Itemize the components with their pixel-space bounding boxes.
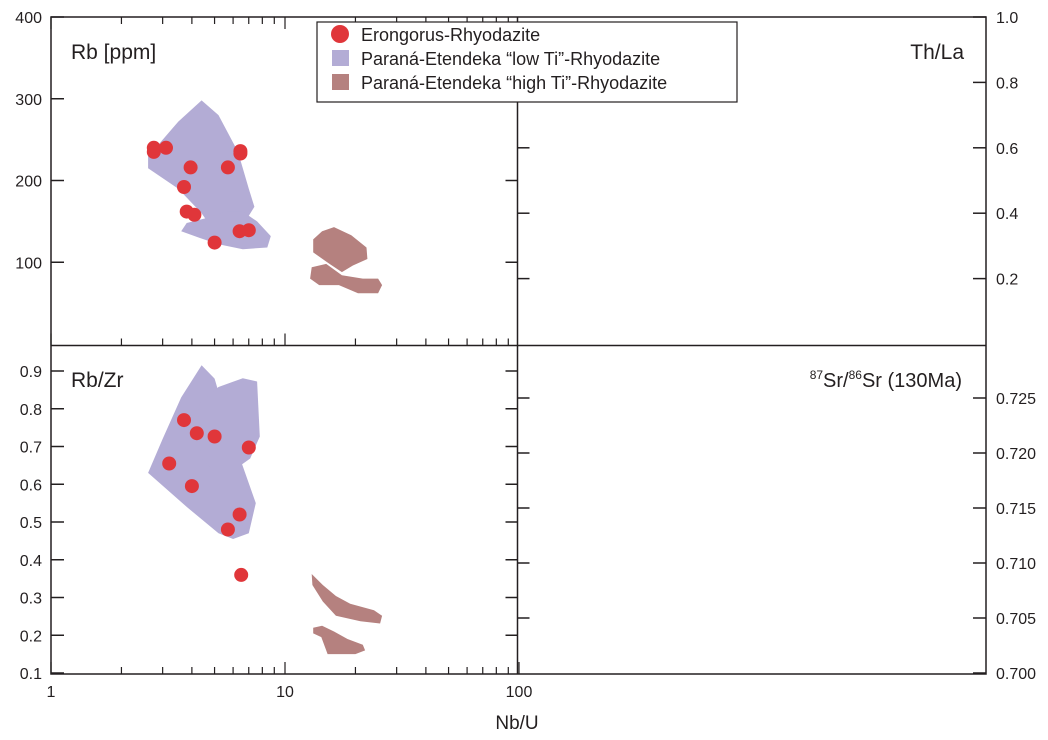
erongorus-point [177, 413, 191, 428]
legend-marker-erongorus [331, 25, 349, 43]
erongorus-point [184, 479, 199, 494]
legend-label-low-ti: Paraná-Etendeka “low Ti”-Rhyodazite [361, 49, 660, 69]
panel-label-thla: Th/La [910, 41, 964, 64]
y-tick-label: 0.1 [20, 666, 42, 683]
high-ti-field [313, 227, 368, 273]
y-tick-label: 0.7 [20, 440, 42, 457]
erongorus-point [220, 522, 235, 537]
sr-label-part1: Sr/ [823, 370, 849, 392]
erongorus-point [232, 507, 247, 522]
y-tick-label: 400 [15, 10, 42, 27]
high-ti-field [311, 574, 383, 624]
y-tick-label: 0.6 [996, 141, 1018, 158]
erongorus-point [207, 235, 222, 250]
y-tick-label: 0.700 [996, 666, 1036, 683]
legend-label-erongorus: Erongorus-Rhyodazite [361, 25, 540, 45]
panel-4: 0.700 0.705 0.710 0.715 0.720 0.725 [189, 378, 1036, 683]
y-tick-label: 0.725 [996, 391, 1036, 408]
y-tick-label: 0.705 [996, 611, 1036, 628]
high-ti-field [313, 625, 366, 655]
y-tick-label: 0.2 [20, 628, 42, 645]
x-tick-label: 1 [47, 684, 56, 701]
erongorus-point [187, 207, 202, 222]
panel-label-rbzr: Rb/Zr [71, 369, 124, 392]
erongorus-point [183, 160, 198, 175]
x-axis: 1 10 100 [47, 17, 533, 701]
low-ti-field [181, 211, 271, 250]
erongorus-point [146, 140, 161, 155]
low-ti-field [148, 100, 255, 238]
erongorus-point [234, 567, 249, 582]
y-tick-label: 0.710 [996, 556, 1036, 573]
y-tick-label: 0.5 [20, 515, 42, 532]
erongorus-point [233, 144, 248, 159]
legend-marker-low-ti [332, 50, 349, 66]
y-tick-label: 0.4 [996, 206, 1018, 223]
y-tick-label: 0.3 [20, 591, 42, 608]
erongorus-point [162, 456, 177, 471]
y-tick-label: 200 [15, 174, 42, 191]
panel-label-rb: Rb [ppm] [71, 41, 156, 64]
erongorus-point [220, 160, 235, 175]
legend-label-high-ti: Paraná-Etendeka “high Ti”-Rhyodazite [361, 73, 667, 93]
y-tick-label: 1.0 [996, 10, 1018, 27]
panel-2: 0.2 0.4 0.6 0.8 1.0 [179, 10, 1018, 294]
x-tick-label: 10 [276, 684, 294, 701]
erongorus-point [241, 440, 256, 455]
y-tick-label: 100 [15, 255, 42, 272]
panel-label-sr-isotope: 87Sr/86Sr (130Ma) [810, 368, 962, 392]
legend-box [316, 21, 738, 103]
y-tick-label: 300 [15, 92, 42, 109]
plot-frames [50, 16, 987, 675]
panels-layer: 1002003004000.20.40.60.81.00.10.20.30.40… [15, 10, 1036, 701]
legend: Erongorus-Rhyodazite Paraná-Etendeka “lo… [316, 21, 738, 103]
sr86-superscript: 86 [849, 368, 863, 382]
sr-label-part2: Sr (130Ma) [862, 370, 962, 392]
erongorus-point [207, 429, 222, 444]
y-tick-label: 0.715 [996, 501, 1036, 518]
x-axis-title: Nb/U [495, 713, 538, 734]
erongorus-point [241, 223, 256, 238]
sr87-superscript: 87 [810, 368, 824, 382]
x-tick-label: 100 [506, 684, 533, 701]
y-tick-label: 0.4 [20, 553, 42, 570]
erongorus-point [177, 180, 191, 194]
erongorus-point [189, 426, 204, 441]
legend-marker-high-ti [332, 74, 349, 90]
y-tick-label: 0.6 [20, 477, 42, 494]
erongorus-point [159, 140, 173, 155]
y-tick-label: 0.8 [20, 402, 42, 419]
y-tick-label: 0.8 [996, 75, 1018, 92]
y-tick-label: 0.9 [20, 364, 42, 381]
high-ti-field [310, 263, 383, 294]
y-tick-label: 0.720 [996, 446, 1036, 463]
y-tick-label: 0.2 [996, 272, 1018, 289]
panel-1: 100 200 300 400 [15, 10, 518, 273]
